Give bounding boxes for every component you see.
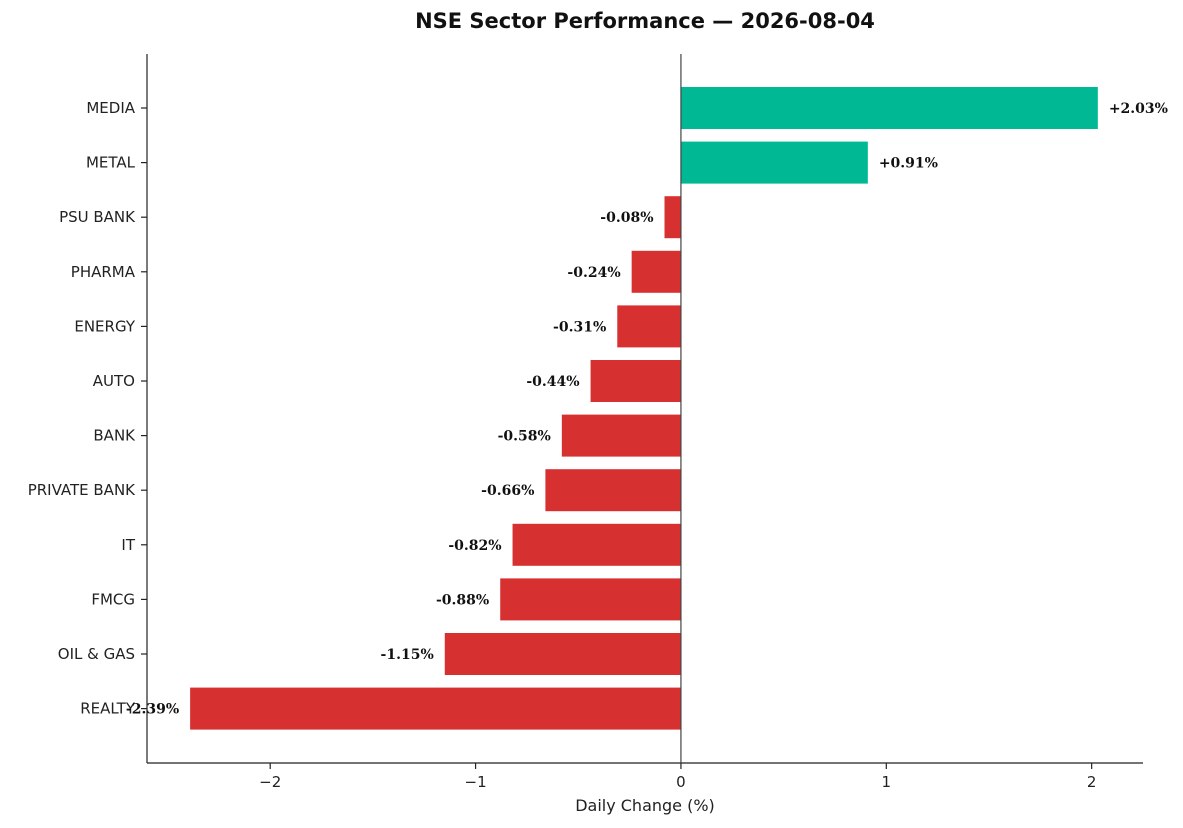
x-ticks-group: −2 −1 0 1 2 [259,763,1096,791]
bar-it [512,523,681,566]
data-labels-group: +2.03% +0.91% -0.08% -0.24% -0.31% -0.44% -0.5… [126,101,1168,718]
bar-energy [617,305,681,348]
axes-group [141,54,1143,764]
bars-group [190,87,1098,730]
data-label-it: -0.82% [448,538,501,554]
category-label-psu-bank: PSU BANK [59,208,136,226]
data-label-bank: -0.58% [498,429,551,445]
category-label-private-bank: PRIVATE BANK [28,481,136,499]
x-tick-label-1: −1 [465,773,487,791]
bar-psu-bank [664,196,681,239]
data-label-psu-bank: -0.08% [600,210,653,226]
x-axis-label: Daily Change (%) [575,796,715,815]
bar-metal [680,141,868,184]
category-label-energy: ENERGY [74,317,135,335]
data-label-auto: -0.44% [526,374,579,390]
category-label-pharma: PHARMA [71,263,136,281]
category-label-oil-and-gas: OIL & GAS [58,645,135,663]
x-tick-label-0: −2 [259,773,281,791]
category-label-fmcg: FMCG [91,590,135,608]
bar-private-bank [545,469,681,512]
x-tick-label-3: 1 [882,773,892,791]
category-label-it: IT [121,536,135,554]
data-label-oil-and-gas: -1.15% [381,647,434,663]
x-tick-label-2: 0 [676,773,686,791]
category-label-auto: AUTO [93,372,135,390]
chart-title: NSE Sector Performance — 2026-08-04 [415,9,875,33]
bar-pharma [631,250,681,293]
data-label-pharma: -0.24% [567,265,620,281]
category-labels-group: MEDIA METAL PSU BANK PHARMA ENERGY AUTO BANK PR… [28,99,136,718]
bar-bank [561,414,681,457]
data-label-realty: -2.39% [126,702,179,718]
data-label-private-bank: -0.66% [481,483,534,499]
data-label-fmcg: -0.88% [436,592,489,608]
bar-realty [190,687,681,730]
bar-oil-and-gas [444,633,681,675]
bar-auto [590,360,681,402]
data-label-media: +2.03% [1109,101,1168,117]
data-label-energy: -0.31% [553,319,606,335]
bar-media [680,87,1098,129]
data-label-metal: +0.91% [879,156,938,172]
bar-fmcg [500,578,681,621]
category-label-realty: REALTY [80,700,136,718]
x-tick-label-4: 2 [1087,773,1097,791]
category-label-bank: BANK [93,427,136,445]
category-label-metal: METAL [86,154,136,172]
category-label-media: MEDIA [86,99,135,117]
